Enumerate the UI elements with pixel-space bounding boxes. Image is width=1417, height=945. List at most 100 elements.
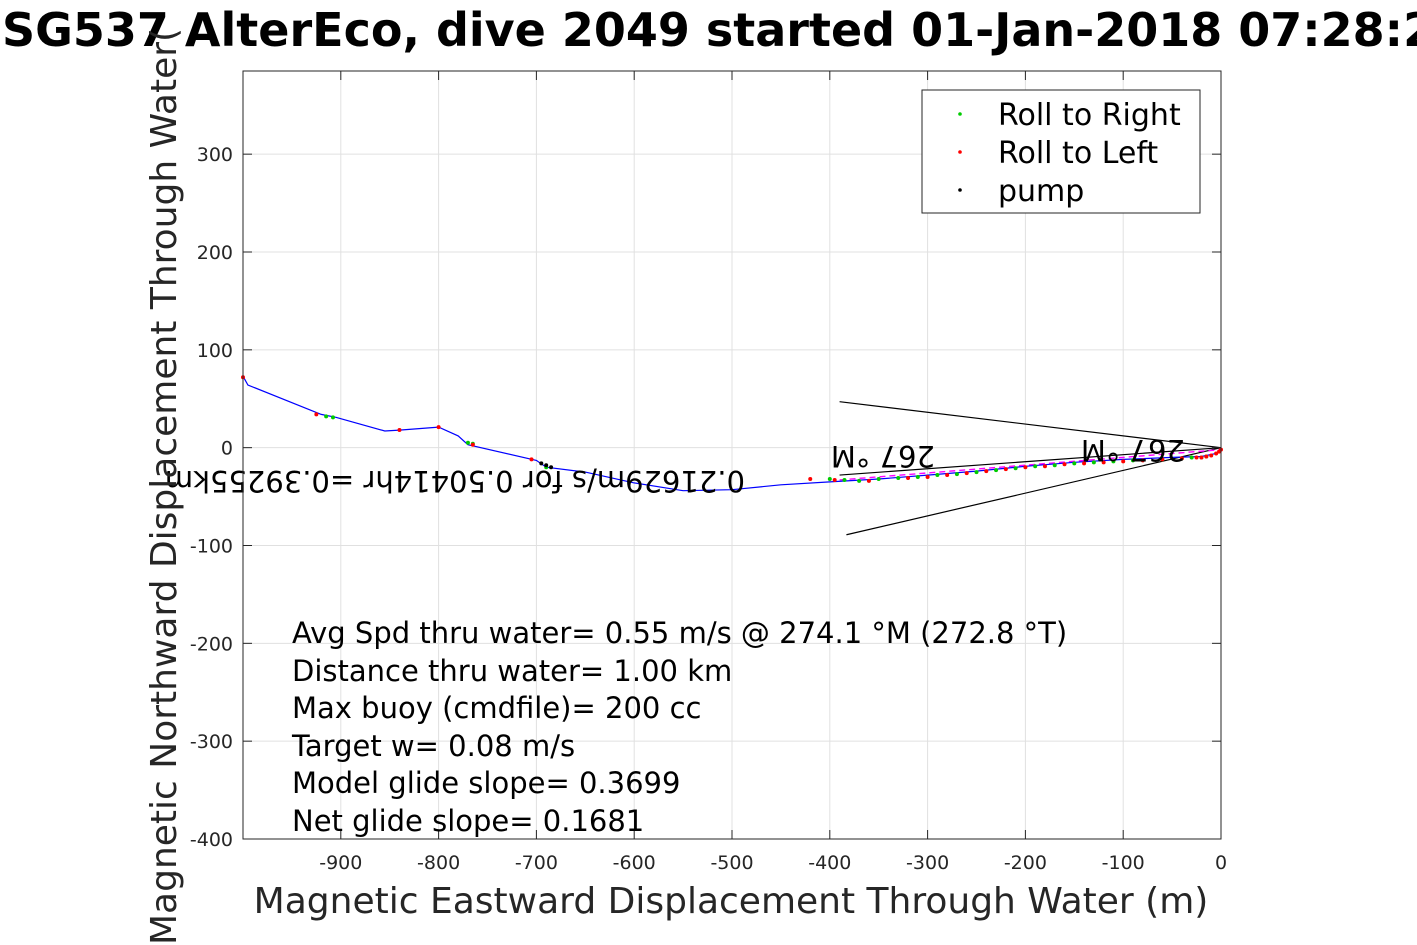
- roll-right-point: [1130, 458, 1135, 463]
- legend: Roll to Right Roll to Left pump: [921, 89, 1201, 214]
- roll-right-point: [857, 478, 862, 483]
- roll-left-point: [1204, 454, 1209, 459]
- roll-left-point: [436, 425, 441, 430]
- heading-dashed-line: [839, 448, 1222, 481]
- dive-summary-text: Avg Spd thru water= 0.55 m/s @ 274.1 °M …: [291, 616, 1067, 838]
- x-tick-label: -500: [710, 852, 753, 874]
- current-vectors: [839, 401, 1222, 536]
- roll-left-point: [1140, 458, 1145, 463]
- roll-left-point: [1199, 455, 1204, 460]
- roll-left-point: [1160, 457, 1165, 462]
- roll-left-point: [1062, 462, 1067, 467]
- roll-right-point: [1072, 461, 1077, 466]
- roll-right-point: [842, 477, 847, 482]
- roll-right-point: [1111, 459, 1116, 464]
- roll-left-point: [964, 471, 969, 476]
- roll-left-point: [314, 412, 319, 417]
- info-avg-speed: Avg Spd thru water= 0.55 m/s @ 274.1 °M …: [292, 616, 1067, 650]
- roll-right-point: [876, 476, 881, 481]
- y-tick-label: -200: [190, 633, 233, 655]
- info-model-glide-slope: Model glide slope= 0.3699: [292, 766, 680, 800]
- roll-left-point: [832, 477, 837, 482]
- roll-left-point: [1121, 459, 1126, 464]
- legend-marker-roll-left: [958, 150, 962, 154]
- x-tick-label: -600: [613, 852, 656, 874]
- chart-title: SG537 AlterEco, dive 2049 started 01-Jan…: [2, 3, 1417, 57]
- roll-right-point: [1033, 464, 1038, 469]
- x-tick-label: -800: [417, 852, 460, 874]
- x-tick-label: -900: [319, 852, 362, 874]
- x-tick-label: 0: [1215, 852, 1227, 874]
- roll-right-point: [915, 475, 920, 480]
- roll-right-point: [935, 473, 940, 478]
- roll-left-point: [1194, 455, 1199, 460]
- roll-right-point: [994, 468, 999, 473]
- legend-label-roll-left: Roll to Left: [998, 136, 1158, 171]
- roll-right-point: [1013, 466, 1018, 471]
- roll-right-point: [974, 470, 979, 475]
- x-axis-label: Magnetic Eastward Displacement Through W…: [254, 881, 1209, 922]
- roll-right-point: [324, 414, 329, 419]
- pump-point: [544, 463, 549, 468]
- legend-label-roll-right: Roll to Right: [998, 98, 1181, 133]
- roll-left-point: [1209, 453, 1214, 458]
- legend-marker-roll-right: [958, 112, 962, 116]
- roll-left-point: [1082, 461, 1087, 466]
- current-vector-line: [846, 447, 1222, 536]
- y-tick-label: 300: [197, 144, 233, 166]
- current-vector-line: [839, 401, 1222, 449]
- roll-right-point: [465, 440, 470, 445]
- y-tick-label: 200: [197, 242, 233, 264]
- roll-right-point: [1052, 463, 1057, 468]
- roll-left-point: [1023, 465, 1028, 470]
- roll-right-point: [827, 476, 832, 481]
- x-tick-label: -200: [1004, 852, 1047, 874]
- pump-point: [549, 465, 554, 470]
- roll-left-point: [1003, 467, 1008, 472]
- axis-ticks: -900 -800 -700 -600 -500 -400 -300 -200 -100 0 -40…: [190, 71, 1227, 874]
- x-tick-label: -400: [808, 852, 851, 874]
- legend-label-pump: pump: [998, 174, 1084, 209]
- y-tick-label: -100: [190, 535, 233, 557]
- y-tick-label: -300: [190, 731, 233, 753]
- x-tick-label: -300: [906, 852, 949, 874]
- roll-left-point: [945, 473, 950, 478]
- info-max-buoy: Max buoy (cmdfile)= 200 cc: [292, 691, 701, 725]
- info-target-w: Target w= 0.08 m/s: [291, 729, 575, 763]
- roll-left-point: [397, 428, 402, 433]
- roll-left-point: [808, 476, 813, 481]
- roll-right-point: [954, 472, 959, 477]
- dive-track-line: [242, 375, 1222, 492]
- roll-right-point: [330, 415, 335, 420]
- roll-left-point: [925, 475, 930, 480]
- current-vector-label: 0.21629m/s for 0.50414hr =0.39255km: [165, 464, 745, 498]
- legend-marker-pump: [958, 188, 962, 192]
- roll-left-point: [1042, 464, 1047, 469]
- roll-right-point: [1091, 460, 1096, 465]
- x-tick-label: -700: [515, 852, 558, 874]
- heading-label-1: 267 °M: [831, 439, 935, 473]
- info-net-glide-slope: Net glide slope= 0.1681: [292, 804, 644, 838]
- info-distance: Distance thru water= 1.00 km: [292, 654, 732, 688]
- roll-left-point: [984, 469, 989, 474]
- current-vector-line: [839, 447, 1222, 476]
- y-tick-label: -400: [190, 829, 233, 851]
- roll-left-point: [470, 442, 475, 447]
- heading-label-2: 267 °M: [1081, 433, 1185, 467]
- roll-right-point: [896, 475, 901, 480]
- roll-left-point: [529, 457, 534, 462]
- roll-left-point: [866, 478, 871, 483]
- y-tick-label: 100: [197, 340, 233, 362]
- roll-left-point: [1214, 451, 1219, 456]
- roll-right-point: [1189, 455, 1194, 460]
- legend-box: [921, 89, 1201, 214]
- y-tick-label: 0: [221, 438, 233, 460]
- pump-point: [539, 461, 544, 466]
- marker-points: [241, 375, 1223, 483]
- roll-left-point: [1179, 456, 1184, 461]
- vector-label-group: 0.21629m/s for 0.50414hr =0.39255km 267 …: [165, 433, 1185, 498]
- track-series: [242, 375, 1222, 492]
- roll-left-point: [906, 475, 911, 480]
- roll-left-point: [1101, 460, 1106, 465]
